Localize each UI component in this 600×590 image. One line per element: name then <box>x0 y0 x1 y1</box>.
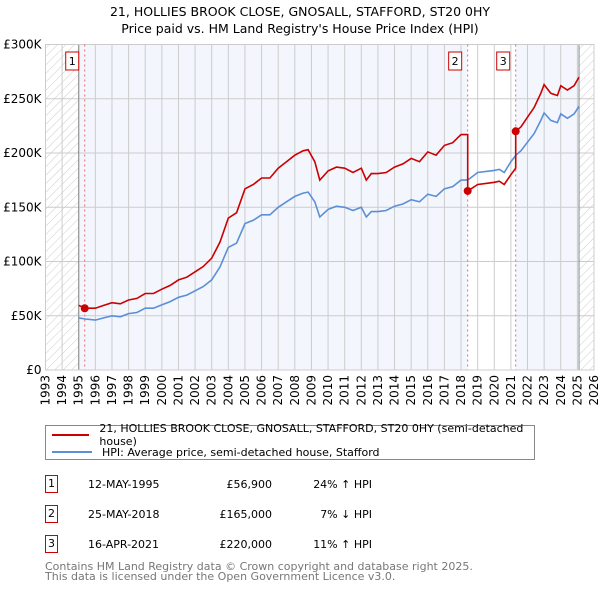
chart-title: 21, HOLLIES BROOK CLOSE, GNOSALL, STAFFO… <box>109 4 491 19</box>
x-tick-label: 1998 <box>122 375 136 406</box>
x-tick-label: 2021 <box>504 375 518 406</box>
transaction-marker: 3 <box>45 535 58 553</box>
x-tick-label: 2016 <box>421 375 435 406</box>
sale-label-number: 2 <box>452 55 459 68</box>
x-tick-label: 2013 <box>371 375 385 406</box>
x-tick-label: 2015 <box>404 375 418 406</box>
x-tick-label: 2017 <box>437 375 451 406</box>
legend: 21, HOLLIES BROOK CLOSE, GNOSALL, STAFFO… <box>45 422 535 460</box>
transaction-date: 12-MAY-1995 <box>88 478 160 491</box>
x-tick-label: 2018 <box>454 375 468 406</box>
transaction-hpi: 24% ↑ HPI <box>313 478 372 491</box>
property-price-line <box>78 76 580 309</box>
x-tick-label: 1999 <box>138 375 152 406</box>
x-tick-label: 1995 <box>72 375 86 406</box>
transaction-hpi: 11% ↑ HPI <box>313 538 372 551</box>
x-tick-label: 2008 <box>288 375 302 406</box>
legend-item-property: 21, HOLLIES BROOK CLOSE, GNOSALL, STAFFO… <box>52 422 534 448</box>
x-tick-label: 1994 <box>55 375 69 406</box>
x-tick-label: 2002 <box>188 375 202 406</box>
x-tick-label: 2000 <box>155 375 169 406</box>
y-tick-label: £250K <box>3 92 43 106</box>
x-tick-label: 2014 <box>388 375 402 406</box>
legend-label-property: 21, HOLLIES BROOK CLOSE, GNOSALL, STAFFO… <box>99 422 524 448</box>
x-tick-label: 2011 <box>338 375 352 406</box>
transaction-date: 16-APR-2021 <box>88 538 160 551</box>
sale-label-box: 2 <box>448 51 463 71</box>
y-tick-label: £200K <box>3 146 43 160</box>
x-tick-label: 2001 <box>171 375 185 406</box>
x-tick-label: 1993 <box>39 375 53 406</box>
legend-item-hpi: HPI: Average price, semi-detached house,… <box>52 444 380 460</box>
chart-subtitle: Price paid vs. HM Land Registry's House … <box>121 21 479 36</box>
sale-point <box>463 186 472 195</box>
y-tick-label: £50K <box>11 309 43 323</box>
x-tick-label: 2019 <box>471 375 485 406</box>
transaction-row: 2 25-MAY-2018 £165,000 7% ↓ HPI <box>45 505 600 525</box>
x-tick-label: 2022 <box>521 375 535 406</box>
x-tick-label: 1997 <box>105 375 119 406</box>
footer-licence: This data is licensed under the Open Gov… <box>45 570 396 583</box>
plot-border <box>45 44 595 371</box>
legend-swatch-red <box>52 434 90 436</box>
sale-label-border <box>448 51 463 71</box>
x-tick-label: 2020 <box>487 375 501 406</box>
sale-label-border <box>496 51 511 71</box>
sale-label-box: 3 <box>496 51 511 71</box>
transaction-date: 25-MAY-2018 <box>88 508 160 521</box>
y-tick-label: £300K <box>3 38 43 52</box>
footer-copyright: Contains HM Land Registry data © Crown c… <box>45 560 473 573</box>
x-tick-label: 1996 <box>88 375 102 406</box>
transaction-price: £220,000 <box>219 538 273 551</box>
x-tick-label: 2024 <box>554 375 568 406</box>
sale-point <box>511 127 520 136</box>
y-tick-label: £0 <box>26 363 41 377</box>
x-tick-label: 2007 <box>271 375 285 406</box>
x-tick-label: 2005 <box>238 375 252 406</box>
x-tick-label: 2012 <box>354 375 368 406</box>
legend-label-hpi: HPI: Average price, semi-detached house,… <box>102 445 380 459</box>
transaction-marker: 2 <box>45 505 58 523</box>
sale-label-number: 1 <box>69 55 76 68</box>
y-tick-label: £150K <box>3 200 43 214</box>
transaction-marker: 1 <box>45 475 58 493</box>
x-tick-label: 2004 <box>221 375 235 406</box>
x-tick-label: 2006 <box>255 375 269 406</box>
x-tick-label: 2023 <box>537 375 551 406</box>
transaction-price: £165,000 <box>219 508 273 521</box>
y-tick-label: £100K <box>3 255 43 269</box>
x-tick-label: 2025 <box>570 375 584 406</box>
x-tick-label: 2010 <box>321 375 335 406</box>
sale-label-box: 1 <box>65 51 80 71</box>
transaction-row: 3 16-APR-2021 £220,000 11% ↑ HPI <box>45 535 600 555</box>
sale-point <box>80 304 89 313</box>
transaction-price: £56,900 <box>226 478 273 491</box>
transaction-row: 1 12-MAY-1995 £56,900 24% ↑ HPI <box>45 475 600 495</box>
sale-label-border <box>65 51 80 71</box>
sale-label-number: 3 <box>500 55 507 68</box>
legend-swatch-blue <box>52 451 92 453</box>
x-tick-label: 2003 <box>205 375 219 406</box>
x-tick-label: 2026 <box>587 375 600 406</box>
x-tick-label: 2009 <box>304 375 318 406</box>
transaction-hpi: 7% ↓ HPI <box>320 508 372 521</box>
